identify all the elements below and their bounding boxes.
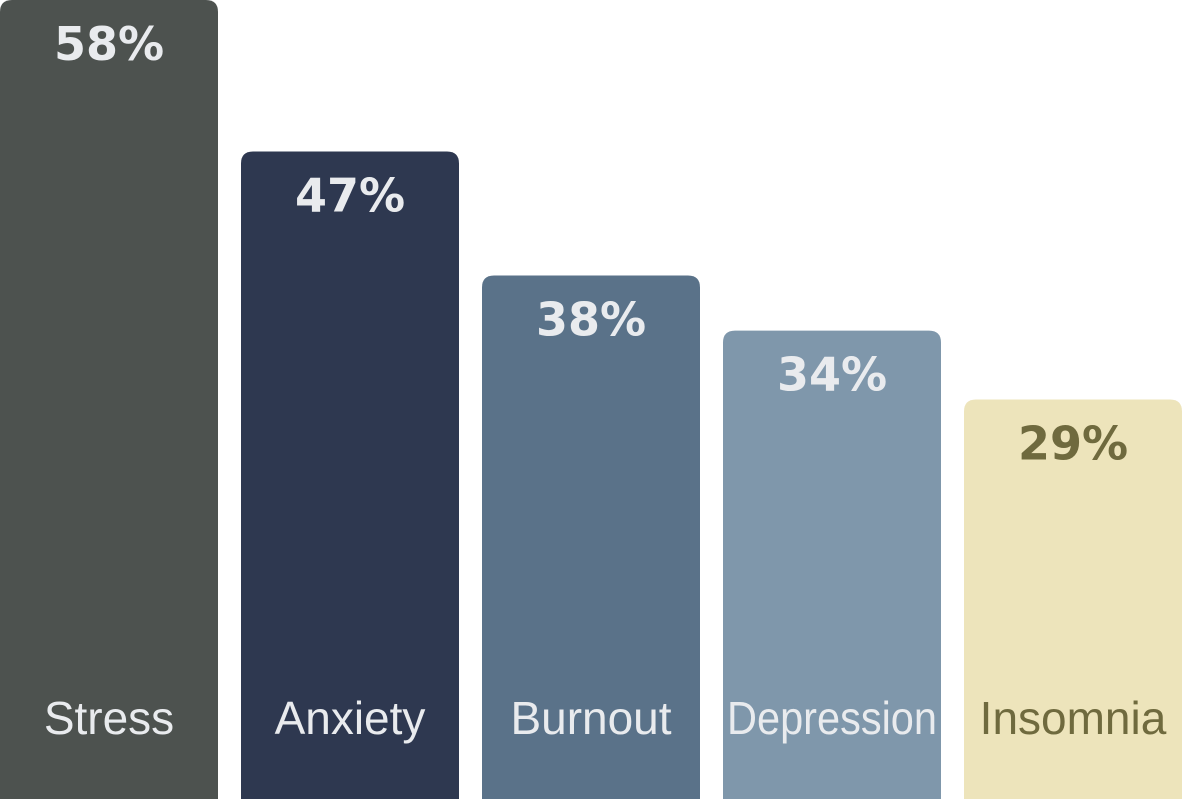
bar-anxiety bbox=[241, 151, 459, 799]
bar-insomnia bbox=[964, 399, 1182, 799]
value-label-insomnia: 29% bbox=[1018, 417, 1128, 471]
category-label-burnout: Burnout bbox=[510, 692, 671, 744]
bar-burnout bbox=[482, 275, 700, 799]
category-label-anxiety: Anxiety bbox=[275, 692, 426, 744]
category-label-insomnia: Insomnia bbox=[980, 692, 1167, 744]
bar-stress bbox=[0, 0, 218, 799]
category-label-depression: Depression bbox=[727, 692, 937, 744]
value-label-stress: 58% bbox=[54, 17, 164, 71]
value-label-depression: 34% bbox=[777, 348, 887, 402]
value-label-anxiety: 47% bbox=[295, 169, 405, 223]
bar-depression bbox=[723, 330, 941, 799]
value-label-burnout: 38% bbox=[536, 293, 646, 347]
category-label-stress: Stress bbox=[44, 692, 174, 744]
